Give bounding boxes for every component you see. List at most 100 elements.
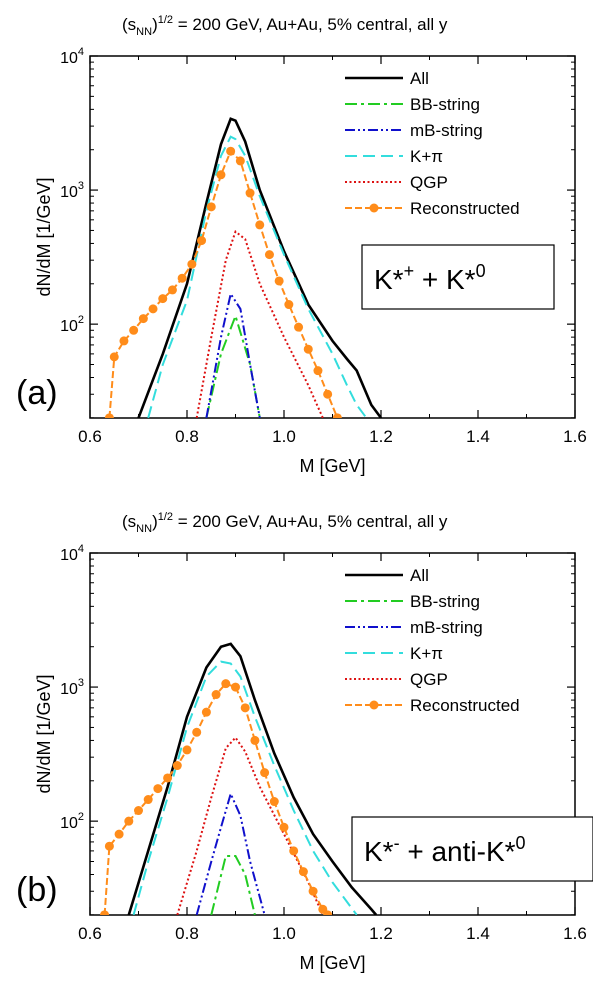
legend-label: QGP bbox=[410, 670, 448, 689]
data-point bbox=[167, 285, 177, 295]
x-axis-label: M [GeV] bbox=[299, 953, 365, 973]
y-tick-label: 102 bbox=[60, 314, 84, 335]
data-point bbox=[109, 352, 119, 362]
data-point bbox=[206, 202, 216, 212]
annotation-text: K*+ + K*0 bbox=[374, 261, 486, 295]
data-point bbox=[124, 816, 134, 826]
x-tick-label: 1.2 bbox=[369, 924, 393, 943]
x-tick-label: 1.0 bbox=[272, 427, 296, 446]
x-tick-label: 1.2 bbox=[369, 427, 393, 446]
x-tick-label: 1.4 bbox=[466, 427, 490, 446]
data-point bbox=[284, 300, 294, 310]
series-line-reconstructed bbox=[108, 149, 339, 418]
data-point bbox=[313, 366, 323, 376]
data-point bbox=[177, 273, 187, 283]
data-point bbox=[148, 304, 158, 314]
series-line-mb-string bbox=[205, 291, 261, 418]
series-line-all bbox=[137, 117, 383, 418]
data-point bbox=[231, 682, 240, 692]
chart-title: (sNN)1/2 = 200 GeV, Au+Au, 5% central, a… bbox=[122, 511, 448, 535]
data-point bbox=[250, 735, 260, 745]
data-point bbox=[138, 314, 148, 324]
data-point bbox=[187, 259, 197, 269]
data-point bbox=[158, 294, 168, 304]
data-point bbox=[269, 797, 279, 807]
legend-label: BB-string bbox=[410, 95, 480, 114]
series-line-mb-string bbox=[195, 790, 266, 915]
legend-marker bbox=[369, 203, 379, 213]
data-point bbox=[323, 389, 333, 399]
x-tick-label: 1.6 bbox=[563, 427, 587, 446]
data-point bbox=[197, 236, 207, 246]
data-point bbox=[201, 707, 211, 717]
legend-label: K+π bbox=[410, 644, 443, 663]
x-tick-label: 0.6 bbox=[78, 427, 102, 446]
legend-label: mB-string bbox=[410, 121, 483, 140]
legend-label: QGP bbox=[410, 173, 448, 192]
legend-label: All bbox=[410, 566, 429, 585]
x-tick-label: 0.8 bbox=[175, 427, 199, 446]
x-tick-label: 1.6 bbox=[563, 924, 587, 943]
series-line-qgp bbox=[195, 229, 324, 418]
data-point bbox=[294, 322, 304, 332]
data-point bbox=[104, 413, 114, 418]
legend-label: BB-string bbox=[410, 592, 480, 611]
data-point bbox=[172, 761, 182, 771]
data-point bbox=[100, 910, 110, 915]
legend-label: mB-string bbox=[410, 618, 483, 637]
data-point bbox=[129, 325, 139, 335]
annotation-box bbox=[361, 244, 555, 310]
series-line-all bbox=[127, 642, 378, 915]
y-tick-label: 104 bbox=[60, 46, 84, 67]
data-point bbox=[303, 344, 313, 354]
x-tick-label: 0.8 bbox=[175, 924, 199, 943]
legend-label: K+π bbox=[410, 147, 443, 166]
chart-b: (sNN)1/2 = 200 GeV, Au+Au, 5% central, a… bbox=[16, 511, 593, 973]
data-point bbox=[192, 727, 202, 737]
y-tick-label: 104 bbox=[60, 543, 84, 564]
data-point bbox=[260, 768, 270, 778]
series-group bbox=[104, 117, 383, 418]
x-tick-label: 1.4 bbox=[466, 924, 490, 943]
series-line-k- bbox=[132, 660, 358, 915]
data-point bbox=[240, 703, 250, 713]
y-tick-label: 102 bbox=[60, 811, 84, 832]
panel-label: (a) bbox=[16, 374, 58, 412]
data-point bbox=[255, 220, 265, 230]
series-group bbox=[100, 642, 378, 915]
y-tick-label: 103 bbox=[60, 677, 84, 698]
series-line-k- bbox=[147, 135, 368, 418]
annotation-box bbox=[351, 816, 593, 882]
chart-panel-b: (sNN)1/2 = 200 GeV, Au+Au, 5% central, a… bbox=[0, 497, 593, 994]
data-point bbox=[235, 156, 245, 166]
data-point bbox=[264, 250, 274, 260]
y-tick-label: 103 bbox=[60, 180, 84, 201]
data-point bbox=[332, 413, 342, 418]
data-point bbox=[211, 690, 221, 700]
annotation-text: K*- + anti-K*0 bbox=[364, 833, 526, 867]
data-point bbox=[279, 822, 289, 832]
x-tick-label: 0.6 bbox=[78, 924, 102, 943]
y-axis-label: dN/dM [1/GeV] bbox=[34, 674, 54, 793]
data-point bbox=[182, 745, 192, 755]
series-line-qgp bbox=[176, 736, 324, 915]
legend-marker bbox=[369, 700, 379, 710]
y-axis-label: dN/dM [1/GeV] bbox=[34, 177, 54, 296]
chart-panel-a: (sNN)1/2 = 200 GeV, Au+Au, 5% central, a… bbox=[0, 0, 593, 497]
series-line-bb-string bbox=[210, 855, 256, 915]
chart-a: (sNN)1/2 = 200 GeV, Au+Au, 5% central, a… bbox=[16, 14, 587, 476]
data-point bbox=[153, 784, 163, 794]
data-point bbox=[143, 795, 153, 805]
legend-label: All bbox=[410, 69, 429, 88]
data-point bbox=[298, 867, 308, 877]
data-point bbox=[226, 146, 236, 156]
data-point bbox=[245, 188, 255, 198]
data-point bbox=[274, 276, 284, 286]
data-point bbox=[308, 886, 318, 896]
chart-title: (sNN)1/2 = 200 GeV, Au+Au, 5% central, a… bbox=[122, 14, 448, 38]
data-point bbox=[221, 679, 231, 689]
series-line-bb-string bbox=[205, 312, 261, 418]
data-point bbox=[163, 773, 173, 783]
data-point bbox=[114, 829, 124, 839]
data-point bbox=[289, 846, 299, 856]
